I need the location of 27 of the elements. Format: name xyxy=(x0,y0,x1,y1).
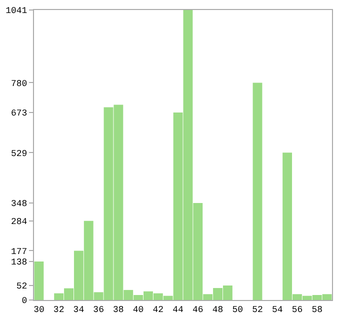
x-tick-label: 30 xyxy=(34,304,44,315)
x-tick-label: 38 xyxy=(113,304,124,315)
y-tick-label: 177 xyxy=(10,246,28,257)
bar xyxy=(34,262,44,300)
y-tick-label: 780 xyxy=(10,78,28,89)
bar xyxy=(252,82,262,300)
y-tick-label: 138 xyxy=(10,258,28,268)
y-tick-label: 348 xyxy=(10,199,28,210)
y-tick-label: 1041 xyxy=(6,6,28,16)
y-tick-label: 673 xyxy=(10,108,28,119)
y-tick-label: 0 xyxy=(22,296,28,306)
x-tick-label: 34 xyxy=(73,304,84,315)
x-tick-label: 46 xyxy=(192,304,204,315)
x-tick-label: 58 xyxy=(312,304,323,315)
x-tick-label: 56 xyxy=(292,304,303,315)
y-tick-label: 284 xyxy=(10,217,28,228)
y-tick-label: 52 xyxy=(16,282,28,292)
x-tick-label: 32 xyxy=(53,304,64,315)
x-tick-label: 48 xyxy=(212,304,224,315)
x-tick-label: 40 xyxy=(132,304,144,315)
x-tick-label: 44 xyxy=(172,304,184,315)
x-tick-label: 54 xyxy=(272,304,283,315)
x-tick-label: 50 xyxy=(232,304,244,315)
x-tick-label: 52 xyxy=(252,304,263,315)
y-tick-label: 529 xyxy=(10,148,28,159)
x-tick-label: 42 xyxy=(152,304,164,315)
x-tick-label: 36 xyxy=(93,304,104,315)
